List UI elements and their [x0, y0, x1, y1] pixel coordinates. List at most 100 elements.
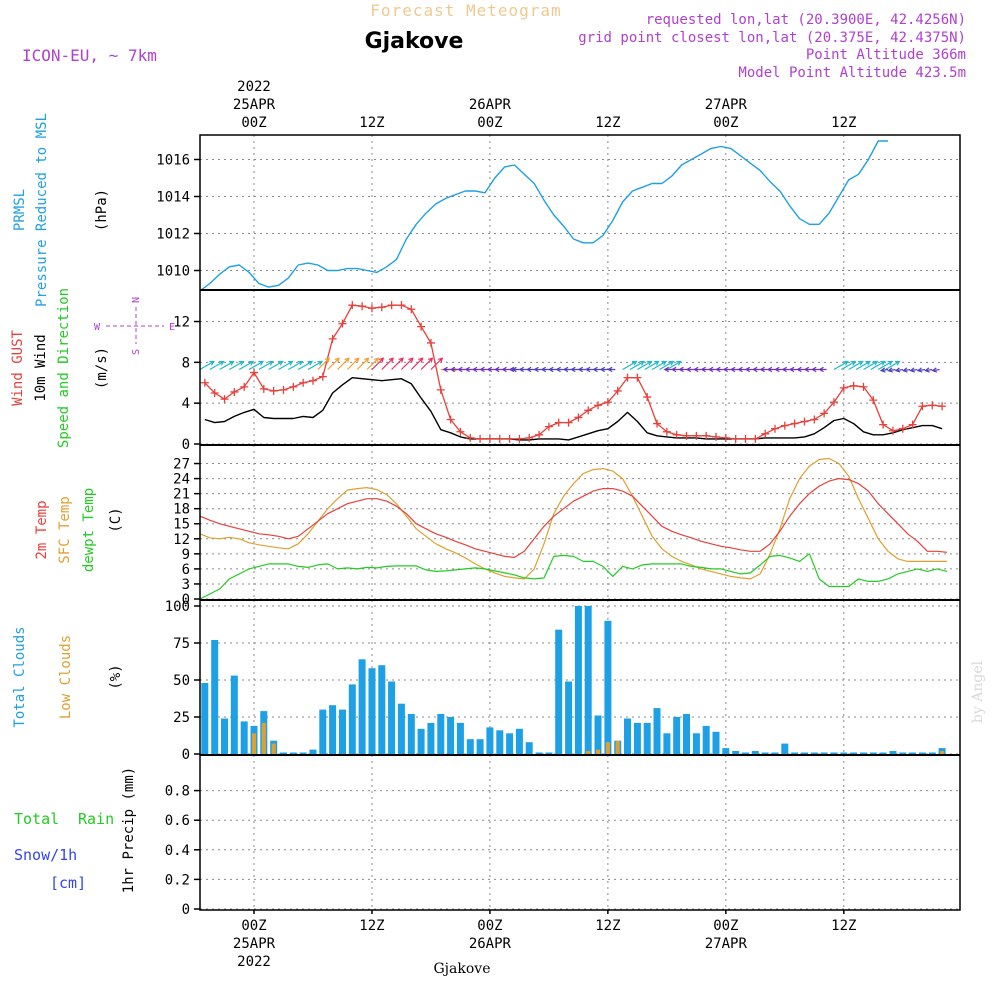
total-cloud-bar — [683, 714, 690, 754]
ytick-label: 0 — [182, 437, 190, 453]
low-cloud-bar — [271, 743, 276, 754]
wind-arrow — [637, 360, 653, 371]
plot-frame — [199, 134, 961, 911]
low-cloud-bar — [596, 749, 600, 754]
wind-arrow — [788, 366, 798, 373]
sfc-temp-line — [199, 457, 947, 580]
date-label-bottom: 27APR — [705, 936, 748, 952]
total-cloud-bar — [702, 725, 710, 754]
date-label-top: 25APR — [233, 97, 276, 113]
date-label-top: 27APR — [705, 97, 748, 113]
wind-arrow — [577, 366, 586, 373]
total-cloud-bar — [653, 708, 661, 754]
total-cloud-bar — [751, 751, 759, 754]
total-cloud-bar — [761, 752, 769, 754]
total-cloud-bar — [555, 629, 563, 754]
wind-panel-labels: Wind GUST 10m Wind Speed and Direction (… — [10, 288, 110, 448]
ytick-label: 4 — [182, 396, 190, 412]
total-cloud-bar — [456, 722, 464, 754]
wind-arrow — [533, 366, 542, 373]
gust-marker — [672, 430, 681, 439]
xtick-label-bottom: 00Z — [713, 918, 738, 934]
total-cloud-bar — [211, 640, 219, 754]
date-label-bottom: 25APR — [233, 936, 276, 952]
gust-marker — [761, 429, 770, 438]
gust-marker — [712, 432, 721, 441]
total-cloud-bar — [496, 730, 504, 754]
wind-arrow — [471, 366, 481, 373]
wind-arrow — [737, 366, 746, 373]
pressure-label-unit: (hPa) — [94, 189, 110, 231]
wind-arrow — [909, 367, 918, 373]
cloud-label-low: Low Clouds — [58, 635, 74, 719]
gust-marker — [515, 434, 524, 443]
gust-marker — [387, 301, 396, 310]
gust-marker — [446, 415, 455, 424]
gust-marker — [820, 409, 829, 418]
wind-arrow — [766, 366, 775, 373]
product-title: Forecast Meteogram — [370, 1, 561, 20]
wind-arrow — [229, 360, 245, 371]
gust-marker — [603, 398, 612, 407]
watermark: by Angel — [970, 660, 986, 723]
gust-marker — [702, 431, 711, 440]
wind-arrow — [518, 366, 527, 373]
wind-arrow — [457, 366, 466, 373]
wind-arrow — [307, 360, 323, 371]
wind-arrow — [442, 366, 451, 373]
gust-marker — [564, 418, 573, 427]
ytick-label: 0.8 — [165, 784, 190, 800]
total-cloud-bar — [810, 752, 818, 754]
total-cloud-bar — [525, 742, 533, 754]
precip-panel-labels: Total Rain Snow/1h [cm] 1hr Precip (mm) — [14, 767, 137, 893]
wind-arrow — [744, 366, 753, 373]
temp-label-dewpt: dewpt Temp — [81, 488, 97, 572]
gust-marker — [456, 427, 465, 436]
wind-arrow — [685, 366, 694, 373]
gust-marker — [495, 434, 504, 443]
total-cloud-bar — [319, 709, 327, 754]
wind-arrow — [410, 357, 424, 370]
wind-label-speed-dir: Speed and Direction — [56, 288, 72, 448]
xtick-label-top: 12Z — [595, 115, 620, 131]
low-cloud-bar — [605, 742, 610, 754]
wind-arrow — [803, 366, 812, 373]
axis-layer: 1010101210141016048120369121518212427025… — [156, 79, 856, 970]
compass-s: S — [131, 349, 142, 355]
wind-arrow — [887, 367, 896, 373]
total-cloud-bar — [368, 668, 376, 754]
wind-arrow — [863, 360, 879, 371]
wind-arrow — [327, 357, 340, 370]
ytick-label: 12 — [173, 532, 190, 548]
compass-w: W — [94, 322, 101, 333]
gust-marker — [692, 431, 701, 440]
pressure-panel-labels: PRMSL Pressure Reduced to MSL (hPa) — [12, 113, 110, 307]
gust-marker — [289, 382, 298, 391]
gust-marker — [879, 420, 888, 429]
gust-marker — [367, 304, 376, 313]
wind-arrow — [796, 366, 805, 373]
wind-arrow — [493, 366, 503, 373]
total-cloud-bar — [230, 675, 238, 754]
ytick-label: 0.4 — [165, 843, 190, 859]
total-cloud-bar — [427, 722, 435, 754]
wind-arrow — [902, 367, 911, 373]
wind-arrow — [288, 360, 304, 371]
total-cloud-bar — [417, 728, 425, 754]
wind-arrow — [729, 366, 739, 373]
gust-marker — [417, 322, 426, 331]
ytick-label: 8 — [182, 355, 190, 371]
total-cloud-bar — [339, 709, 346, 754]
model-altitude: Model Point Altitude 423.5m — [738, 65, 966, 81]
compass-n: N — [131, 297, 142, 303]
total-cloud-bar — [447, 717, 455, 754]
total-cloud-bar — [722, 748, 730, 754]
wind-arrow — [879, 367, 889, 373]
ytick-label: 3 — [182, 577, 190, 593]
total-cloud-bar — [909, 752, 917, 754]
low-cloud-bar — [586, 751, 591, 754]
gust-marker — [643, 393, 652, 402]
gust-marker — [358, 302, 367, 311]
wind-arrow — [366, 357, 380, 370]
